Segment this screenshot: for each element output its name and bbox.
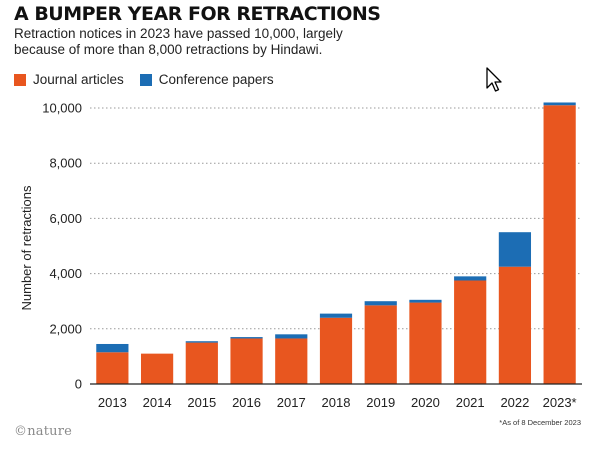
x-tick-label: 2014 xyxy=(143,395,172,410)
bar-journal-articles-2018 xyxy=(319,317,353,384)
bar-conference-papers-2013 xyxy=(96,343,129,353)
arrow-cursor-icon xyxy=(486,67,502,98)
bar-journal-articles-2022 xyxy=(498,266,532,384)
x-tick-label: 2019 xyxy=(366,395,395,410)
chart-title: A BUMPER YEAR FOR RETRACTIONS xyxy=(14,3,381,25)
bar-journal-articles-2016 xyxy=(230,338,263,384)
legend-item-conference-papers: Conference papers xyxy=(139,72,274,87)
legend-label-journal-articles: Journal articles xyxy=(33,72,124,87)
legend: Journal articles Conference papers xyxy=(14,72,290,87)
bar-journal-articles-2020 xyxy=(409,302,442,384)
chart-subtitle: Retraction notices in 2023 have passed 1… xyxy=(14,26,343,57)
x-tick-label: 2017 xyxy=(277,395,306,410)
legend-swatch-journal-articles xyxy=(14,73,26,86)
bar-conference-papers-2020 xyxy=(409,299,442,303)
bar-journal-articles-2023 xyxy=(543,105,576,385)
y-tick-label: 6,000 xyxy=(49,211,82,226)
bar-journal-articles-2021 xyxy=(454,280,487,384)
bar-journal-articles-2019 xyxy=(364,305,397,384)
bar-conference-papers-2023 xyxy=(543,102,576,106)
x-tick-label: 2022 xyxy=(500,395,529,410)
legend-label-conference-papers: Conference papers xyxy=(158,72,274,87)
y-axis-title: Number of retractions xyxy=(19,185,34,310)
y-tick-label: 0 xyxy=(75,377,82,392)
x-tick-label: 2015 xyxy=(187,395,216,410)
legend-item-journal-articles: Journal articles xyxy=(14,72,124,87)
y-tick-label: 8,000 xyxy=(49,156,82,171)
x-tick-label: 2023* xyxy=(543,395,577,410)
bar-conference-papers-2019 xyxy=(364,301,397,306)
y-tick-label: 2,000 xyxy=(49,321,82,336)
x-tick-label: 2018 xyxy=(322,395,351,410)
y-tick-label: 10,000 xyxy=(42,101,82,116)
bar-conference-papers-2017 xyxy=(275,334,308,339)
footnote: *As of 8 December 2023 xyxy=(499,418,581,427)
nature-logo: ©nature xyxy=(14,424,73,439)
x-tick-label: 2016 xyxy=(232,395,261,410)
bar-conference-papers-2018 xyxy=(319,313,353,318)
bar-journal-articles-2013 xyxy=(96,352,129,384)
bar-conference-papers-2015 xyxy=(185,341,218,343)
x-tick-label: 2020 xyxy=(411,395,440,410)
bar-conference-papers-2022 xyxy=(498,232,532,267)
bar-conference-papers-2021 xyxy=(454,276,487,281)
x-tick-label: 2021 xyxy=(456,395,485,410)
bar-conference-papers-2016 xyxy=(230,337,263,339)
bar-journal-articles-2014 xyxy=(140,353,174,384)
bar-journal-articles-2015 xyxy=(185,342,218,384)
legend-swatch-conference-papers xyxy=(139,73,152,86)
x-tick-label: 2013 xyxy=(98,395,127,410)
bar-journal-articles-2017 xyxy=(275,338,308,384)
y-tick-label: 4,000 xyxy=(49,266,82,281)
